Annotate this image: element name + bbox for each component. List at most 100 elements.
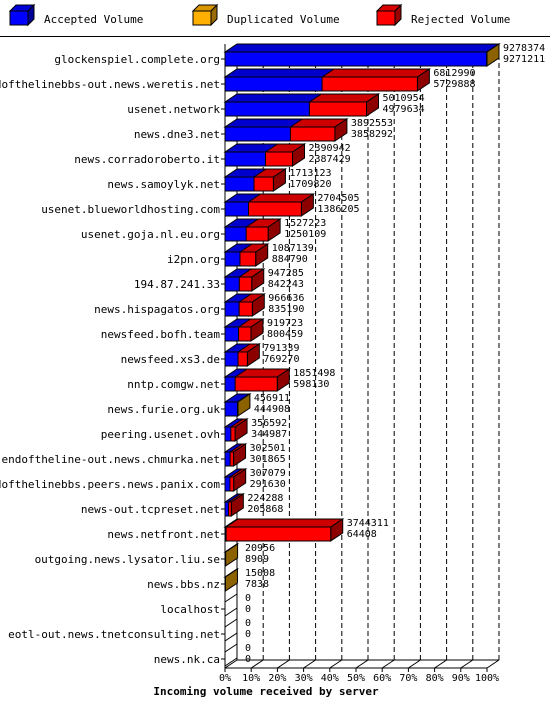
- category-label: eotl-out.news.tnetconsulting.net: [8, 628, 220, 641]
- accepted-value-label: 205868: [247, 504, 283, 515]
- total-value-label: 224288: [247, 493, 283, 504]
- total-value-label: 9278374: [503, 43, 545, 54]
- bar-rejected-top: [320, 68, 432, 78]
- bar-rejected-front: [321, 76, 418, 92]
- bar-rejected-front: [227, 501, 232, 517]
- category-label: endofthelinebbs-out.news.weretis.net: [0, 78, 220, 91]
- bar-rejected: [252, 168, 288, 192]
- total-value-label: 0: [245, 643, 251, 654]
- legend-swatch: [192, 10, 212, 26]
- accepted-value-label: 4979634: [382, 104, 424, 115]
- bar-rejected-front: [247, 201, 302, 217]
- bar-accepted-top: [223, 43, 501, 53]
- bar-accepted-front: [224, 51, 488, 67]
- x-tick-label: 80%: [426, 673, 444, 684]
- category-label: 194.87.241.33: [134, 278, 220, 291]
- bar-rejected-front: [253, 176, 274, 192]
- grid-floor-line: [486, 659, 500, 669]
- category-label: endoftheline-out.news.chmurka.net: [1, 453, 220, 466]
- legend-swatch: [376, 10, 396, 26]
- x-tick-label: 30%: [295, 673, 313, 684]
- bar-duplicated: [485, 43, 501, 67]
- bar-rejected: [224, 518, 345, 542]
- total-value-label: 456911: [254, 393, 290, 404]
- bar-rejected: [236, 318, 265, 342]
- total-value-label: 791339: [263, 343, 299, 354]
- accepted-value-label: 884790: [272, 254, 308, 265]
- accepted-value-label: 9271211: [503, 54, 545, 65]
- bar-rejected-front: [225, 526, 332, 542]
- legend-label: Accepted Volume: [44, 13, 143, 26]
- total-value-label: 1087139: [272, 243, 314, 254]
- total-value-label: 15008: [245, 568, 275, 579]
- accepted-value-label: 7838: [245, 579, 269, 590]
- bar-rejected: [228, 468, 248, 492]
- bar-rejected-top: [224, 518, 345, 528]
- bar-rejected-front: [245, 226, 269, 242]
- grid-floor-line: [277, 659, 290, 669]
- bar-rejected-front: [238, 326, 252, 342]
- category-label: endofthelinebbs.peers.news.panix.com: [0, 478, 220, 491]
- accepted-value-label: 598130: [293, 379, 329, 390]
- legend-label: Rejected Volume: [411, 13, 510, 26]
- grid-floor-line: [460, 659, 474, 669]
- bar-rejected-front: [289, 126, 336, 142]
- x-ticks: 0% 10% 20% 30% 40% 50% 60% 70% 80% 90% 100%: [219, 668, 499, 684]
- bar-rejected: [226, 493, 245, 517]
- total-value-label: 919723: [267, 318, 303, 329]
- bar-rejected: [233, 368, 291, 392]
- total-value-label: 947285: [268, 268, 304, 279]
- axis-corner: [224, 659, 238, 669]
- category-label: usenet.network: [127, 103, 220, 116]
- x-tick-label: 50%: [347, 673, 365, 684]
- accepted-value-label: 769270: [263, 354, 299, 365]
- bar-rejected: [288, 118, 349, 142]
- bar-rejected-front: [308, 101, 367, 117]
- bar-rejected-front: [237, 351, 248, 367]
- category-label: nntp.comgw.net: [127, 378, 220, 391]
- x-tick-label: 90%: [452, 673, 470, 684]
- category-labels: glockenspiel.complete.org endofthelinebbs…: [0, 53, 225, 666]
- bar-rejected-front: [264, 151, 294, 167]
- accepted-value-label: 835190: [268, 304, 304, 315]
- grid-floor-line: [355, 659, 369, 669]
- x-tick-label: 0%: [219, 673, 231, 684]
- accepted-value-label: 1386205: [317, 204, 359, 215]
- bar-rejected-front: [229, 451, 235, 467]
- x-tick-label: 60%: [373, 673, 391, 684]
- accepted-value-label: 1709820: [289, 179, 331, 190]
- legend-item-rejected: Rejected Volume: [375, 3, 510, 27]
- bar-rejected: [263, 143, 307, 167]
- accepted-value-label: 2387429: [309, 154, 351, 165]
- bar-rejected: [307, 93, 381, 117]
- category-label: usenet.goja.nl.eu.org: [81, 228, 220, 241]
- total-value-label: 1851498: [293, 368, 335, 379]
- x-tick-label: 20%: [268, 673, 286, 684]
- total-value-label: 0: [245, 618, 251, 629]
- total-value-label: 966636: [268, 293, 304, 304]
- bar-rejected: [228, 443, 248, 467]
- category-label: usenet.blueworldhosting.com: [41, 203, 220, 216]
- category-label: news.bbs.nz: [147, 578, 220, 591]
- category-label: glockenspiel.complete.org: [54, 53, 220, 66]
- accepted-value-label: 0: [245, 654, 251, 665]
- accepted-value-label: 444908: [254, 404, 290, 415]
- bar-accepted-front: [224, 401, 239, 417]
- bars: [223, 43, 501, 667]
- bar-rejected-front: [234, 376, 278, 392]
- total-value-label: 356592: [251, 418, 287, 429]
- grid-floor-line: [381, 659, 395, 669]
- accepted-value-label: 291630: [250, 479, 286, 490]
- accepted-value-label: 1250109: [284, 229, 326, 240]
- bar-rejected: [236, 343, 261, 367]
- legend-swatch: [9, 10, 29, 26]
- total-value-label: 0: [245, 593, 251, 604]
- accepted-value-label: 344987: [251, 429, 287, 440]
- accepted-value-label: 0: [245, 604, 251, 615]
- grid-floor-line: [434, 659, 447, 669]
- accepted-value-label: 3858292: [351, 129, 393, 140]
- bar-rejected-front: [230, 426, 236, 442]
- bar-rejected-front: [229, 476, 235, 492]
- x-tick-label: 10%: [242, 673, 260, 684]
